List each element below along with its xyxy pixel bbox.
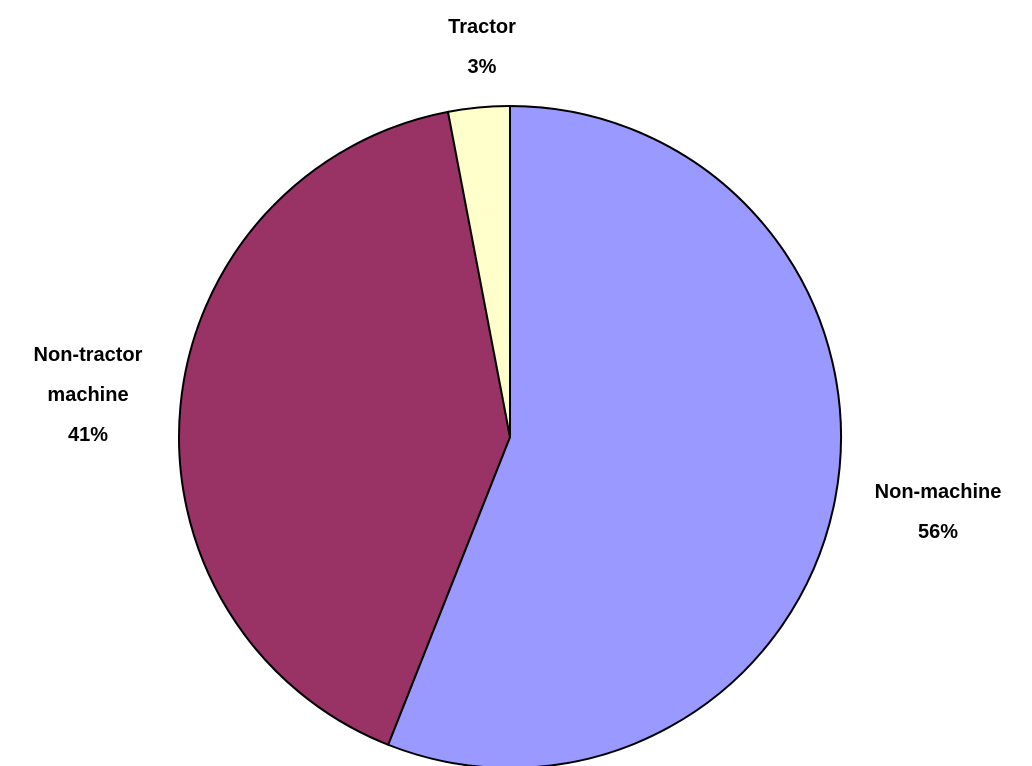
pie-slice (446, 104, 511, 438)
slice-label: Non-machine 56% (838, 472, 1032, 552)
value-label: 3% (467, 56, 497, 78)
pie-slice (386, 104, 842, 766)
pie-slice (178, 110, 512, 747)
category-label: Tractor (448, 16, 516, 38)
category-label: Non-machine (874, 481, 1002, 503)
slice-label: Non-tractor machine 41% (0, 335, 178, 455)
value-label: 56% (917, 521, 959, 543)
value-label: 41% (67, 424, 109, 446)
category-label: Non-tractor machine (33, 344, 143, 406)
slice-label: Tractor 3% (422, 7, 542, 87)
